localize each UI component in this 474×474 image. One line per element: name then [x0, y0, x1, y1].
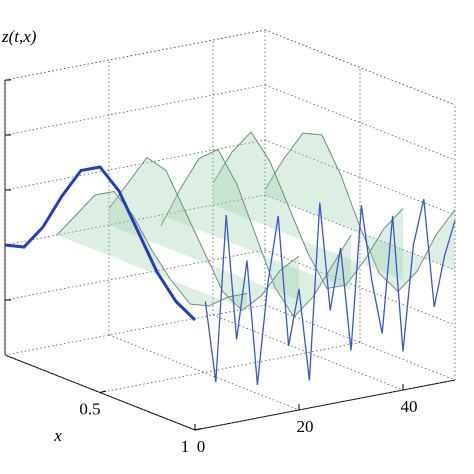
grid-line [194, 379, 456, 431]
box-edge [4, 304, 266, 356]
x-tick [194, 428, 202, 431]
surface-slice-fill [109, 157, 299, 311]
x-tick [99, 390, 107, 393]
surface-slice [56, 190, 248, 307]
grid-line [4, 139, 266, 191]
surface-slice-fill [161, 149, 351, 317]
surface-slice-fill [265, 133, 455, 292]
x-axis-label: x [53, 426, 62, 445]
initial-curve [4, 165, 197, 322]
grid-line [108, 334, 300, 411]
surface-slice-fill [213, 132, 403, 289]
grid-line [4, 249, 266, 301]
surface-slice [160, 148, 352, 318]
t-tick-label: 20 [297, 417, 314, 436]
grid-line [212, 314, 404, 391]
grid-line [4, 84, 266, 136]
edge-curve [204, 198, 456, 386]
x-tick-label: 0.5 [79, 399, 100, 418]
grid-line [4, 29, 266, 81]
x-tick-label: 1 [181, 437, 190, 456]
t-tick-label: 40 [401, 397, 418, 416]
t-tick-label: 0 [197, 437, 206, 456]
z-axis-label: z(t,x) [1, 27, 37, 46]
surface-slice [212, 131, 404, 290]
grid-line [99, 342, 361, 393]
